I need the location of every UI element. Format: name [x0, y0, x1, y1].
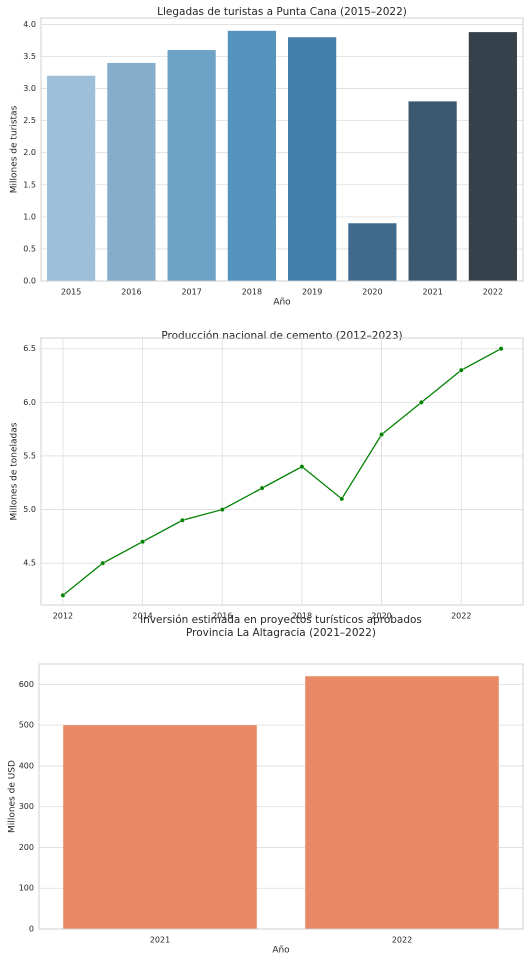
y-tick-label: 0.5 [23, 244, 36, 253]
x-tick-label: 2020 [371, 612, 391, 621]
data-point-2013 [100, 560, 106, 566]
y-tick-label: 1.5 [23, 180, 36, 189]
x-tick-label: 2022 [392, 936, 412, 945]
y-axis-label: Millones de USD [8, 760, 18, 833]
data-point-2012 [60, 592, 66, 598]
y-tick-label: 4.5 [23, 559, 36, 568]
x-tick-label: 2014 [132, 612, 152, 621]
chart-title: Inversión estimada en proyectos turístic… [140, 614, 422, 626]
chart-title: Provincia La Altagracia (2021–2022) [186, 627, 376, 639]
y-tick-label: 300 [19, 802, 34, 811]
series-line [62, 348, 502, 596]
bar-2020 [348, 223, 397, 281]
x-tick-label: 2022 [483, 288, 503, 297]
plot-frame [38, 663, 524, 930]
x-tick-label: 2016 [121, 288, 141, 297]
chart-2: Producción nacional de cemento (2012–202… [10, 330, 524, 621]
y-tick-label: 0.0 [23, 277, 36, 286]
y-tick-label: 100 [19, 884, 34, 893]
bar-2021 [63, 725, 257, 929]
x-tick-label: 2019 [302, 288, 322, 297]
y-tick-label: 5.5 [23, 451, 36, 460]
chart-title: Llegadas de turistas a Punta Cana (2015–… [157, 6, 407, 18]
y-tick-label: 400 [19, 761, 34, 770]
y-tick-label: 2.5 [23, 116, 36, 125]
bar-2022 [468, 32, 517, 281]
x-tick-label: 2018 [292, 612, 312, 621]
data-point-2022 [458, 367, 464, 373]
data-point-2021 [419, 399, 424, 405]
y-tick-label: 200 [19, 843, 34, 852]
chart-title: Producción nacional de cemento (2012–202… [161, 330, 402, 342]
y-tick-label: 6.5 [23, 344, 36, 353]
x-tick-label: 2015 [61, 288, 81, 297]
x-tick-label: 2018 [242, 288, 262, 297]
y-tick-label: 3.5 [23, 52, 36, 61]
x-tick-label: 2016 [212, 612, 232, 621]
x-tick-label: 2020 [362, 288, 382, 297]
x-axis-label: Año [272, 946, 290, 956]
y-tick-label: 4.0 [23, 20, 36, 29]
x-tick-label: 2017 [181, 288, 201, 297]
x-tick-label: 2022 [451, 612, 471, 621]
bar-2018 [227, 30, 276, 281]
bar-2022 [305, 676, 499, 929]
data-point-2018 [299, 464, 305, 470]
data-point-2019 [339, 496, 345, 502]
data-point-2020 [379, 432, 384, 437]
y-tick-label: 500 [19, 721, 34, 730]
data-point-2017 [259, 485, 265, 491]
x-tick-label: 2012 [53, 612, 73, 621]
y-axis-label: Millones de turistas [10, 105, 20, 193]
data-point-2014 [140, 539, 145, 545]
data-point-2015 [180, 517, 185, 523]
data-point-2016 [219, 507, 225, 512]
chart-1: Llegadas de turistas a Punta Cana (2015–… [10, 6, 524, 308]
y-tick-label: 600 [19, 680, 34, 689]
x-tick-label: 2021 [422, 288, 442, 297]
y-tick-label: 5.0 [23, 505, 36, 514]
chart-3: Inversión estimada en proyectos turístic… [8, 614, 524, 956]
bar-2021 [408, 101, 457, 281]
y-tick-label: 3.0 [23, 84, 36, 93]
plot-frame [40, 17, 524, 282]
y-tick-label: 1.0 [23, 212, 36, 221]
y-tick-label: 6.0 [23, 398, 36, 407]
data-point-2023 [498, 346, 504, 352]
x-tick-label: 2021 [150, 936, 170, 945]
plot-frame [40, 337, 524, 606]
bar-2016 [107, 62, 156, 282]
y-axis-label: Millones de toneladas [10, 422, 20, 520]
bar-2015 [47, 75, 96, 281]
y-tick-label: 0 [29, 925, 34, 934]
x-axis-label: Año [273, 298, 291, 308]
y-tick-label: 2.0 [23, 148, 36, 157]
bar-2019 [288, 37, 337, 282]
bar-2017 [167, 50, 216, 282]
